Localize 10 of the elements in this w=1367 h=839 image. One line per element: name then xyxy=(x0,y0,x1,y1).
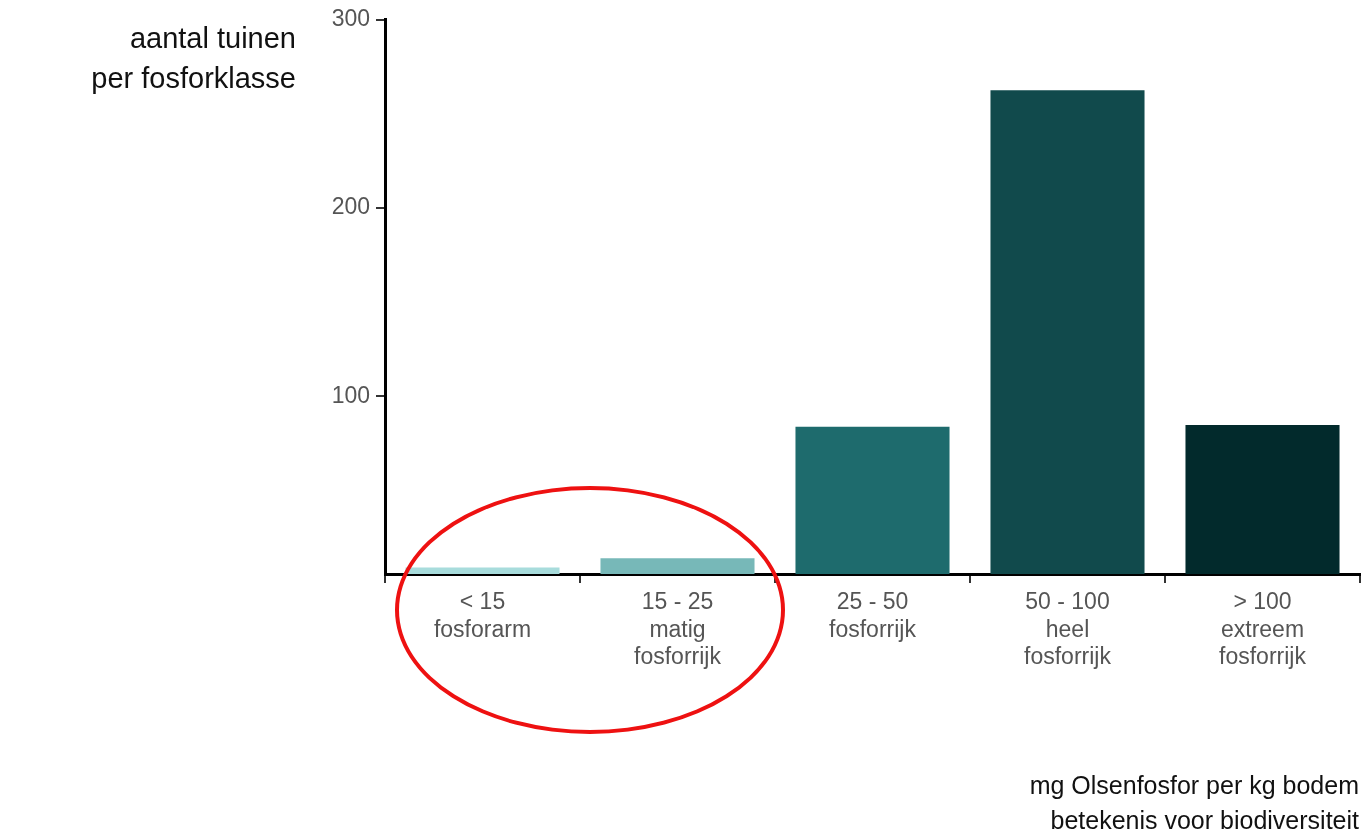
y-tick-label: 300 xyxy=(331,5,370,32)
x-tick-label: < 15 fosforarm xyxy=(433,588,532,642)
x-tick-label: 15 - 25 matig fosforrijk xyxy=(634,588,722,670)
y-tick-label: 100 xyxy=(331,381,370,408)
x-tick-label: > 100 extreem fosforrijk xyxy=(1219,588,1307,670)
x-axis-title: mg Olsenfosfor per kg bodem betekenis voor biodiversiteit xyxy=(1029,770,1359,836)
x-tick-label: 25 - 50 fosforrijk xyxy=(829,588,917,642)
y-tick-label: 200 xyxy=(331,193,370,220)
y-axis-title: aantal tuinen per fosforklasse xyxy=(91,21,296,96)
x-tick-label: 50 - 100 heel fosforrijk xyxy=(1024,588,1112,670)
